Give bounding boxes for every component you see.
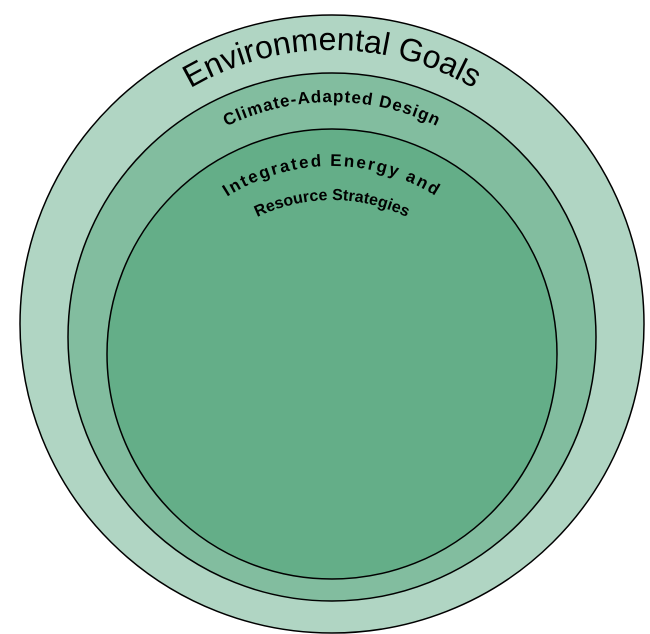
- inner-circle: [106, 128, 558, 580]
